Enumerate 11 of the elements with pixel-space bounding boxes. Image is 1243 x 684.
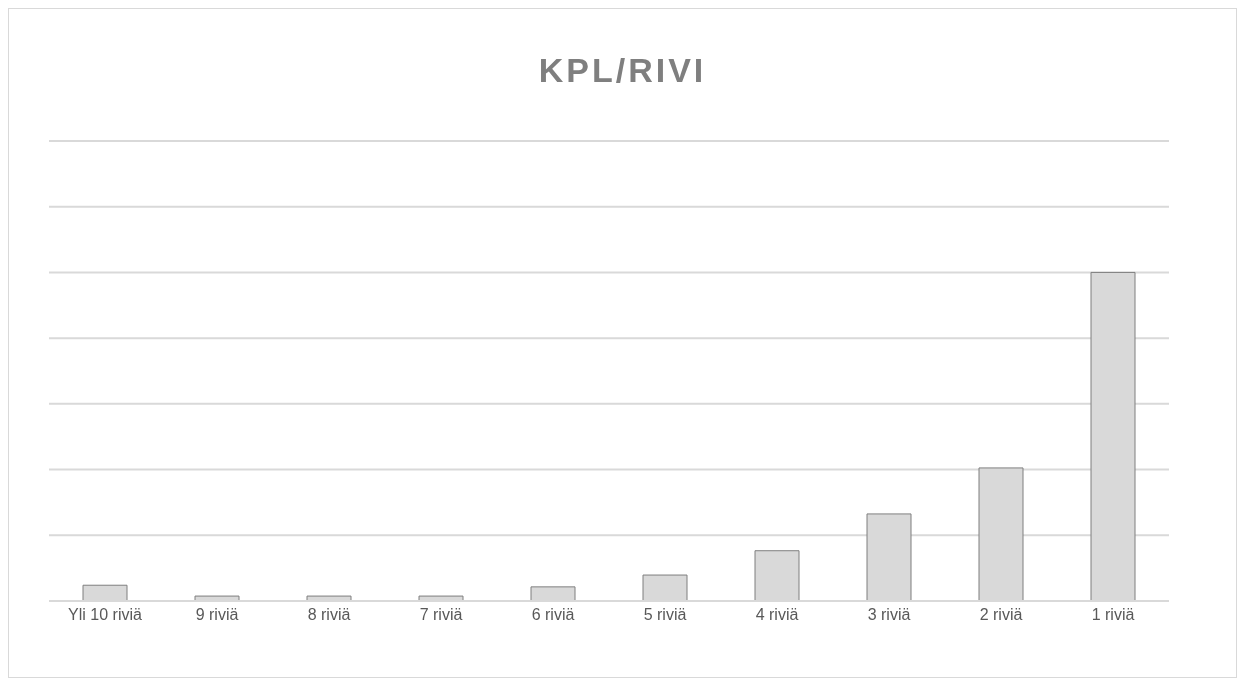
chart-title: KPL/RIVI [537, 50, 708, 91]
x-tick-label: 7 riviä [419, 606, 463, 624]
x-tick-label: 5 riviä [643, 606, 687, 624]
x-tick-label: 2 riviä [979, 606, 1023, 624]
x-tick-label: 9 riviä [195, 606, 239, 624]
x-tick-label: 6 riviä [531, 606, 575, 624]
x-tick-label: 4 riviä [755, 606, 799, 624]
x-tick-label: 8 riviä [307, 606, 351, 624]
x-tick-label: 3 riviä [867, 606, 911, 624]
x-tick-label: Yli 10 riviä [68, 606, 142, 624]
x-tick-label: 1 riviä [1091, 606, 1135, 624]
